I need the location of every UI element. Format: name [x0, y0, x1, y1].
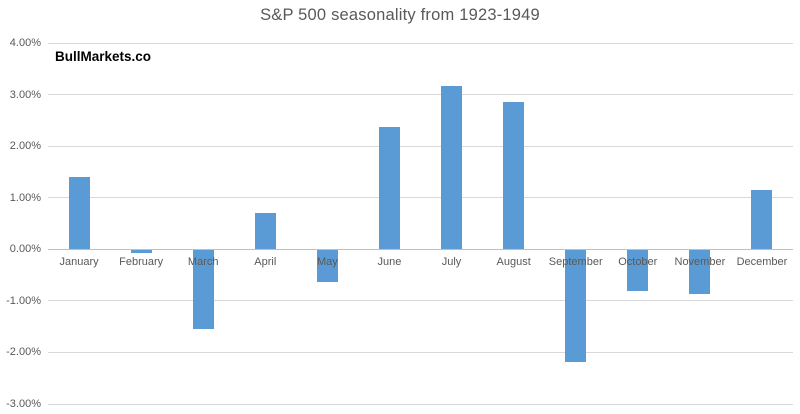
x-label-january: January: [59, 256, 99, 269]
bar-october: [627, 249, 649, 292]
x-label-october: October: [618, 256, 658, 269]
watermark-bullmarkets: BullMarkets.co: [55, 49, 152, 64]
y-tick-label: -1.00%: [6, 294, 41, 307]
bar-september: [565, 249, 587, 363]
bar-august: [503, 101, 525, 250]
bar-november: [689, 249, 711, 295]
x-label-november: November: [674, 256, 726, 269]
x-label-august: August: [496, 256, 531, 269]
y-tick-label: 0.00%: [9, 243, 41, 256]
y-tick-label: 1.00%: [9, 191, 41, 204]
bar-may: [316, 249, 338, 282]
y-tick-label: 4.00%: [9, 37, 41, 49]
y-tick-label: 3.00%: [9, 88, 41, 101]
gridline: [48, 42, 793, 44]
zero-axis-line: [48, 248, 793, 250]
gridline: [48, 403, 793, 405]
y-tick-label: -2.00%: [6, 346, 41, 359]
bar-february: [130, 249, 152, 253]
gridline: [48, 300, 793, 302]
x-label-december: December: [736, 256, 788, 269]
bar-march: [192, 249, 214, 330]
gridline: [48, 197, 793, 199]
x-label-june: June: [377, 256, 402, 269]
bar-december: [751, 190, 773, 250]
plot-area: January February March April May June July Augu…: [48, 42, 793, 405]
y-tick-label: -3.00%: [6, 398, 41, 410]
chart-title: S&P 500 seasonality from 1923-1949: [260, 6, 540, 24]
y-tick-label: 2.00%: [9, 140, 41, 153]
bar-july: [441, 86, 463, 250]
x-label-april: April: [254, 256, 277, 269]
bar-january: [68, 177, 90, 250]
x-label-february: February: [119, 256, 164, 269]
gridline: [48, 94, 793, 96]
x-label-july: July: [441, 256, 462, 269]
gridline: [48, 351, 793, 353]
x-label-march: March: [187, 256, 219, 269]
x-label-may: May: [316, 256, 338, 269]
bar-june: [378, 127, 400, 250]
x-label-september: September: [548, 256, 603, 269]
gridline: [48, 145, 793, 147]
bar-april: [254, 212, 276, 250]
